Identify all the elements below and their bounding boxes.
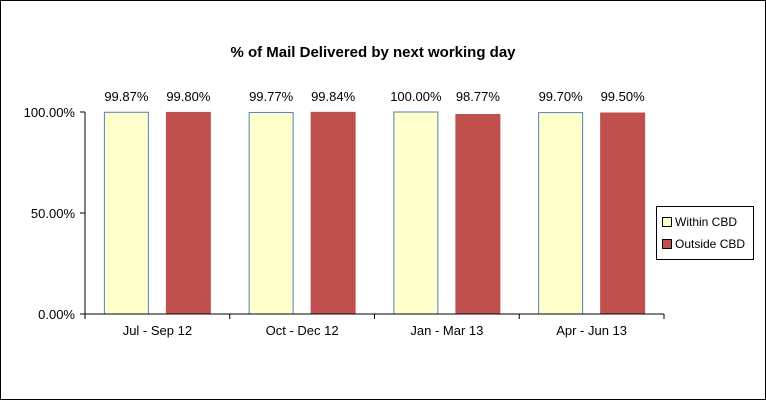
bar-within-cbd-apr-jun-13 bbox=[538, 112, 584, 315]
legend-label-within-cbd: Within CBD bbox=[675, 215, 738, 229]
bar-outside-cbd-apr-jun-13 bbox=[600, 112, 646, 315]
y-tick-label-50-00: 50.00% bbox=[31, 206, 76, 221]
data-label-outside-cbd-jul-sep-12: 99.80% bbox=[166, 89, 211, 104]
bar-outside-cbd-jul-sep-12 bbox=[165, 111, 211, 315]
x-tick-label-oct-dec-12: Oct - Dec 12 bbox=[266, 323, 339, 338]
bar-within-cbd-jul-sep-12 bbox=[103, 111, 149, 315]
legend-item-within-cbd: Within CBD bbox=[662, 214, 737, 230]
bar-within-cbd-jan-mar-13 bbox=[393, 111, 439, 315]
x-tick-label-apr-jun-13: Apr - Jun 13 bbox=[556, 323, 627, 338]
data-label-outside-cbd-oct-dec-12: 99.84% bbox=[311, 89, 356, 104]
data-label-outside-cbd-jan-mar-13: 98.77% bbox=[456, 89, 501, 104]
y-tick-label-100-00: 100.00% bbox=[24, 105, 76, 120]
chart-title: % of Mail Delivered by next working day bbox=[230, 44, 516, 61]
bars-group bbox=[103, 111, 646, 315]
legend-label-outside-cbd: Outside CBD bbox=[675, 237, 746, 251]
bar-outside-cbd-oct-dec-12 bbox=[310, 111, 356, 315]
x-tick-label-jan-mar-13: Jan - Mar 13 bbox=[410, 323, 483, 338]
data-label-within-cbd-oct-dec-12: 99.77% bbox=[249, 89, 294, 104]
data-label-within-cbd-apr-jun-13: 99.70% bbox=[539, 89, 584, 104]
axes-group bbox=[80, 111, 665, 319]
labels-group: 99.87% 99.80% Jul - Sep 12 99.77% 99.84% Oct … bbox=[24, 89, 645, 338]
data-label-within-cbd-jan-mar-13: 100.00% bbox=[390, 89, 442, 104]
legend-swatch-outside-cbd bbox=[662, 239, 672, 249]
legend: Within CBD Outside CBD bbox=[656, 206, 754, 260]
data-label-within-cbd-jul-sep-12: 99.87% bbox=[104, 89, 149, 104]
legend-item-outside-cbd: Outside CBD bbox=[662, 236, 745, 252]
bar-within-cbd-oct-dec-12 bbox=[248, 111, 294, 315]
y-tick-label-0-00: 0.00% bbox=[38, 307, 75, 322]
legend-swatch-within-cbd bbox=[662, 217, 672, 227]
x-tick-label-jul-sep-12: Jul - Sep 12 bbox=[123, 323, 192, 338]
bar-outside-cbd-jan-mar-13 bbox=[455, 113, 501, 315]
data-label-outside-cbd-apr-jun-13: 99.50% bbox=[601, 89, 646, 104]
